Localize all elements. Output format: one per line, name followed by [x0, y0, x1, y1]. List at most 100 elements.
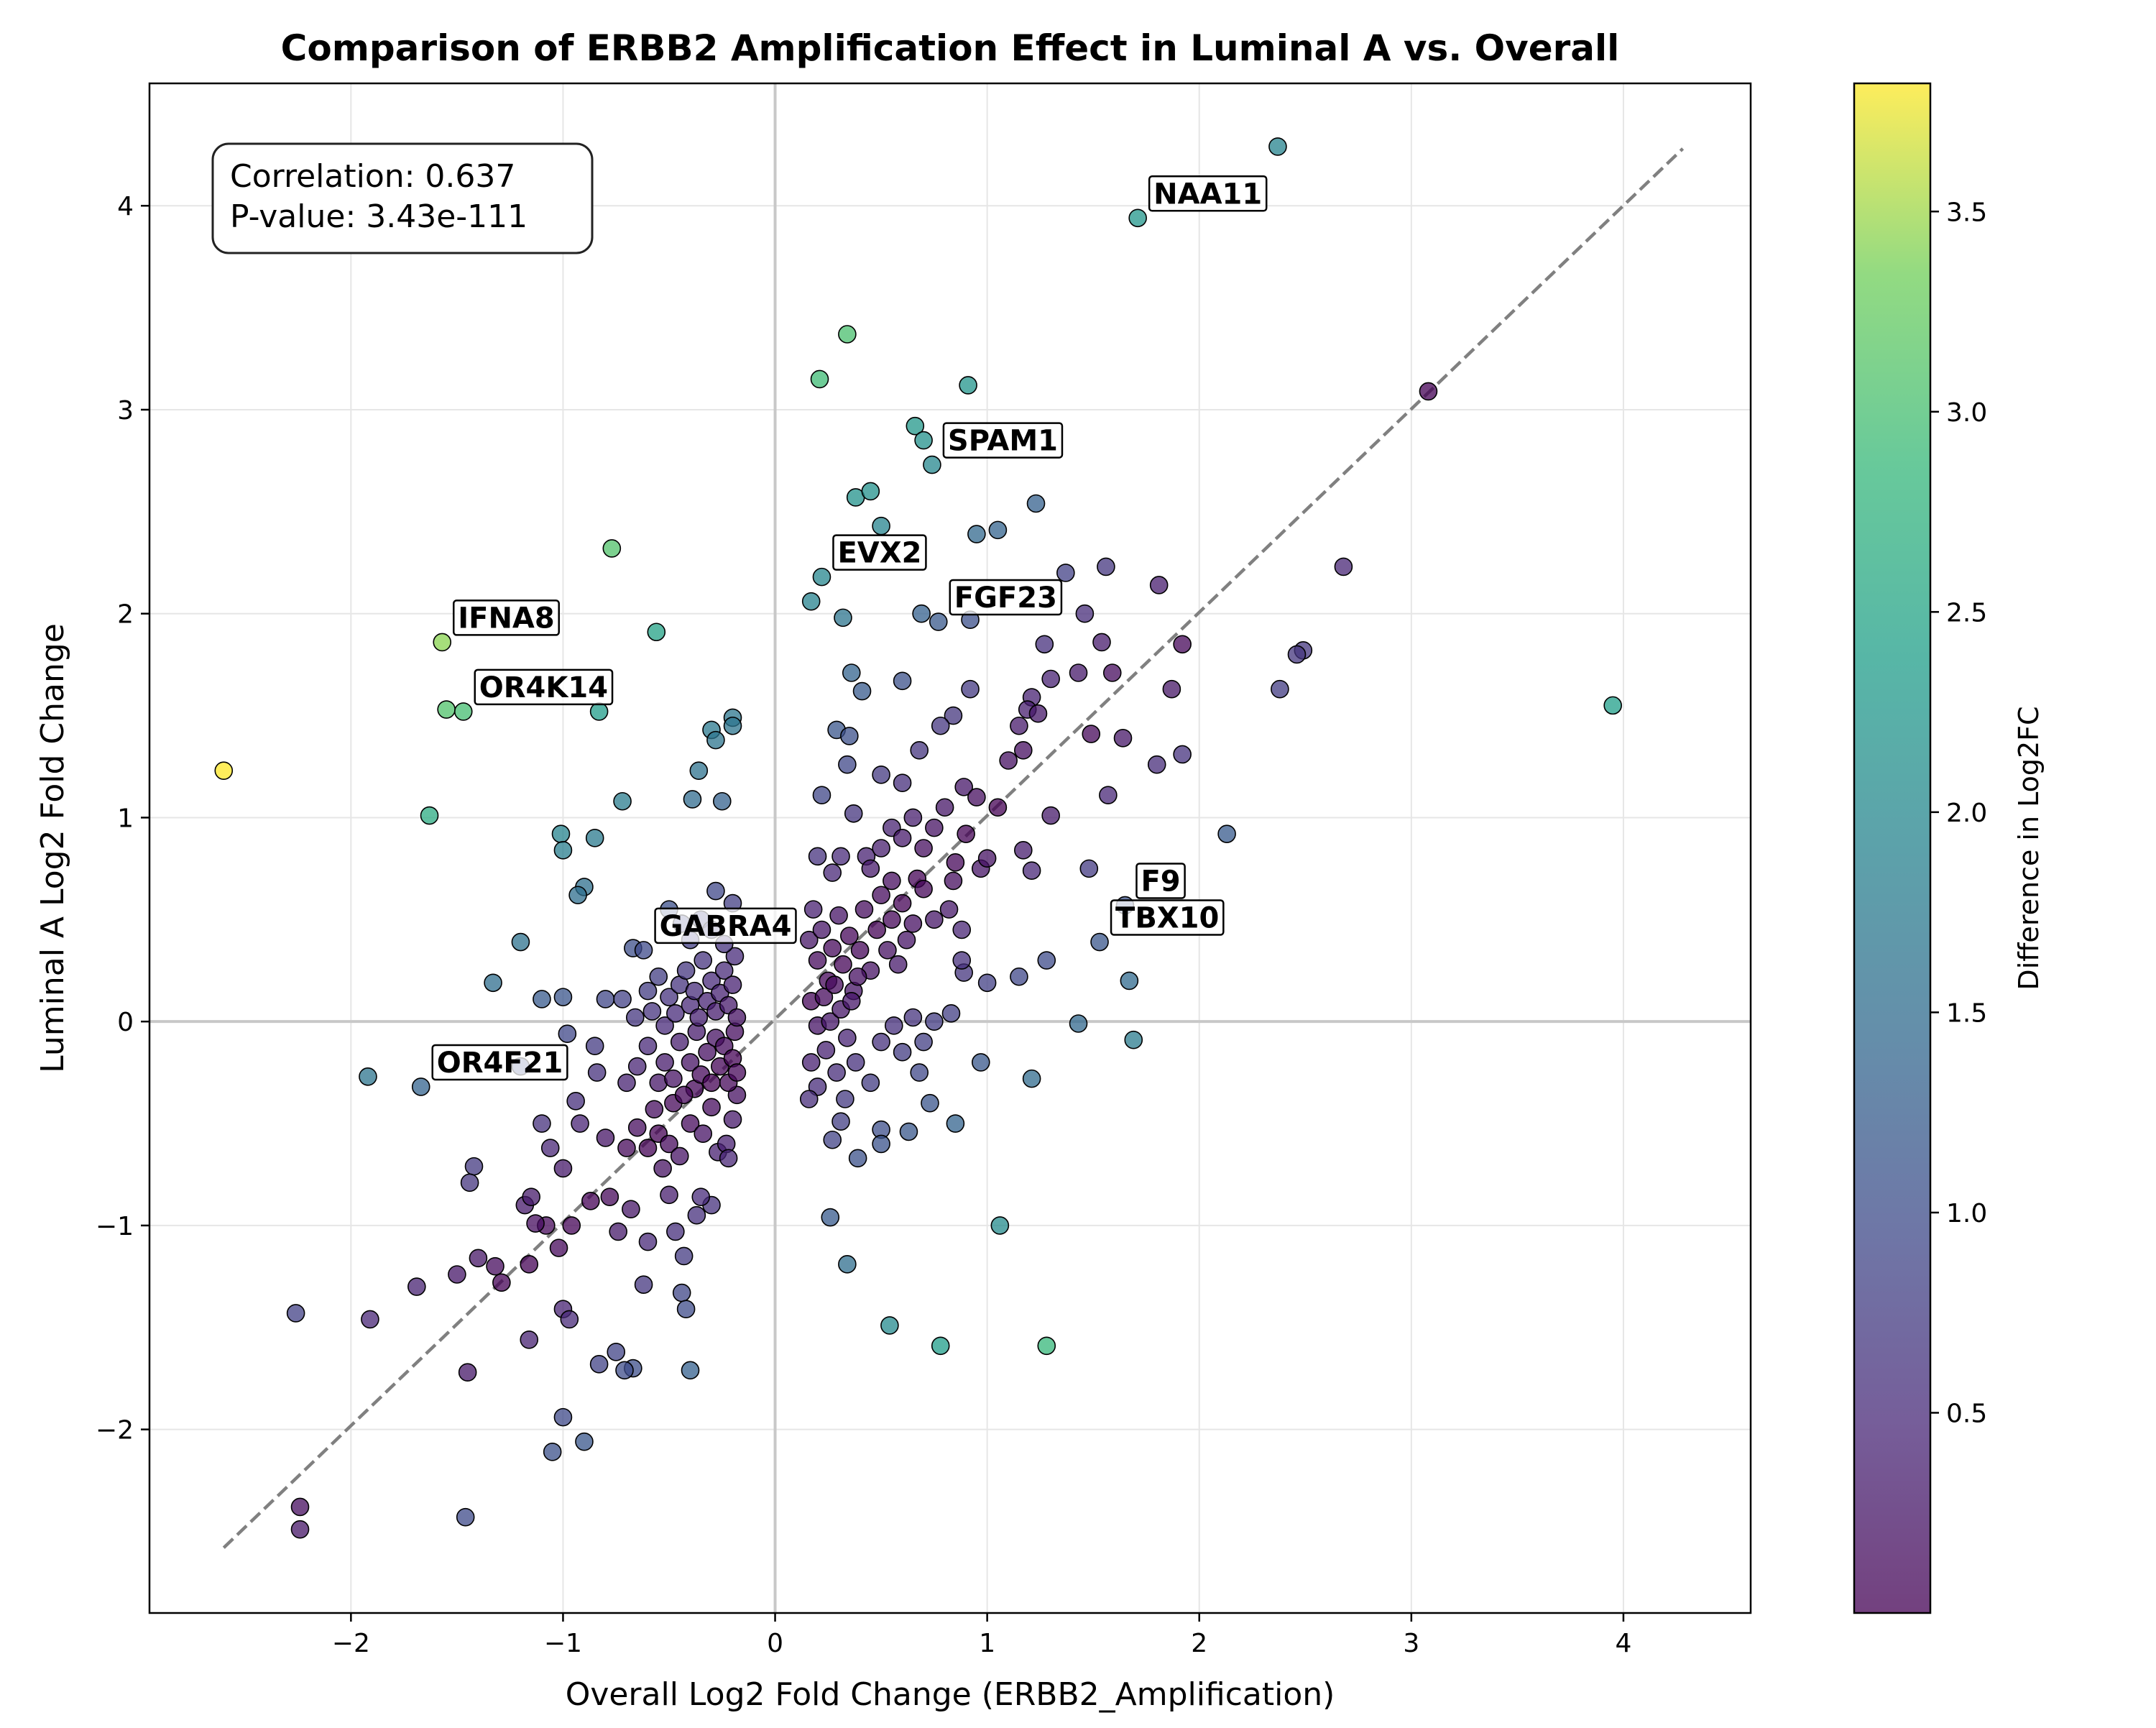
data-point: [967, 788, 986, 806]
y-tick-label: 2: [117, 600, 134, 630]
data-point: [1173, 745, 1192, 764]
data-point: [952, 920, 972, 939]
data-point: [727, 1063, 747, 1082]
data-point: [842, 663, 861, 682]
data-point: [464, 1157, 484, 1176]
data-point: [681, 1114, 700, 1133]
data-point: [971, 1053, 990, 1072]
data-point: [1035, 635, 1054, 654]
data-point: [1128, 208, 1147, 228]
data-point: [359, 1067, 377, 1086]
data-point: [1037, 951, 1056, 970]
data-point: [613, 791, 632, 811]
colorbar-tick-label: 3.5: [1946, 198, 1987, 227]
correlation-text: Correlation: 0.637: [230, 158, 515, 195]
data-point: [1334, 557, 1353, 576]
data-point: [712, 791, 732, 811]
data-point: [670, 1146, 689, 1166]
data-point: [407, 1277, 426, 1296]
data-point: [694, 1124, 713, 1144]
gene-label-text: NAA11: [1153, 178, 1262, 211]
x-axis-ticks: −2 −1 0 1 2 3 4: [332, 1613, 1631, 1658]
data-point: [906, 416, 925, 436]
data-point: [944, 871, 963, 891]
data-point: [893, 773, 912, 793]
data-point: [1287, 645, 1307, 664]
data-point: [923, 455, 941, 474]
x-tick-label: 4: [1615, 1629, 1631, 1658]
data-point: [844, 804, 863, 823]
data-point: [799, 930, 819, 950]
data-point: [897, 930, 916, 950]
data-point: [553, 841, 573, 860]
data-point: [925, 910, 944, 929]
data-point: [1041, 806, 1060, 825]
data-point: [861, 859, 880, 878]
data-point: [723, 716, 742, 735]
data-point: [437, 700, 456, 719]
grid: [149, 83, 1751, 1613]
data-point: [613, 990, 632, 1008]
data-point: [903, 1008, 923, 1027]
y-tick-label: 1: [117, 804, 134, 833]
data-point: [1090, 932, 1109, 952]
data-point: [433, 633, 452, 652]
colorbar-tick-label: 1.5: [1946, 998, 1987, 1028]
data-point: [727, 1008, 747, 1027]
gene-label: GABRA4: [654, 907, 797, 945]
data-point: [878, 941, 897, 960]
data-point: [666, 1222, 685, 1241]
data-point: [566, 1092, 585, 1111]
data-point: [812, 920, 831, 939]
data-point: [1026, 494, 1046, 513]
data-point: [664, 1069, 683, 1088]
data-point: [214, 761, 234, 780]
data-point: [575, 1432, 594, 1451]
data-point: [286, 1304, 305, 1323]
data-point: [533, 1114, 551, 1133]
data-point: [694, 951, 713, 970]
data-point: [834, 608, 852, 628]
data-point: [456, 1507, 475, 1527]
data-point: [914, 1032, 933, 1052]
data-point: [961, 679, 980, 699]
data-point: [702, 1073, 721, 1093]
data-point: [553, 1159, 573, 1178]
colorbar-frame: [1853, 82, 1932, 1614]
data-point: [1217, 824, 1236, 843]
data-point: [681, 1053, 700, 1072]
data-point: [1022, 1069, 1041, 1088]
gene-label-text: SPAM1: [948, 425, 1058, 458]
chart-title: Comparison of ERBB2 Amplification Effect…: [281, 27, 1620, 69]
data-point: [812, 567, 831, 587]
data-point: [666, 1004, 685, 1023]
data-point: [880, 1316, 899, 1335]
data-point: [808, 951, 827, 970]
gene-label-text: IFNA8: [458, 602, 554, 635]
data-point: [801, 592, 821, 611]
gene-label-box: [949, 579, 1063, 616]
gene-label-text: F9: [1141, 865, 1180, 898]
data-point: [912, 604, 931, 623]
reference-diagonal-line: [222, 147, 1685, 1549]
data-point: [706, 730, 725, 750]
data-point: [725, 947, 745, 966]
data-point: [533, 990, 551, 1008]
data-point: [622, 1200, 640, 1219]
data-point: [609, 1222, 627, 1241]
data-point: [988, 520, 1008, 540]
data-point: [685, 981, 704, 1001]
data-point: [683, 790, 702, 809]
data-point: [420, 806, 439, 825]
data-point: [914, 839, 933, 858]
data-point: [689, 1008, 709, 1027]
data-point: [872, 516, 890, 536]
data-point: [625, 1008, 645, 1027]
data-point: [840, 727, 859, 745]
data-point: [872, 766, 890, 784]
data-point: [581, 1192, 600, 1210]
data-point: [1097, 557, 1115, 576]
data-point: [834, 955, 852, 974]
colorbar-tick-label: 2.0: [1946, 799, 1987, 828]
